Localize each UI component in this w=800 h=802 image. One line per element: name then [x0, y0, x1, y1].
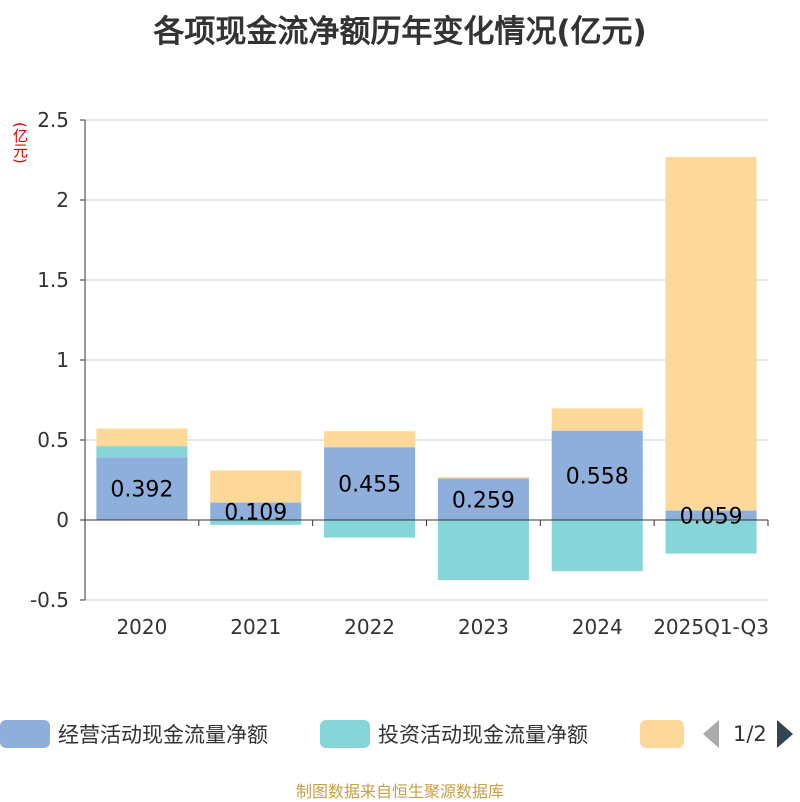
- y-axis-unit: (亿元): [11, 122, 29, 164]
- legend-swatch-third: [640, 720, 684, 748]
- y-tick-label: 2: [56, 188, 69, 212]
- data-label-2020: 0.392: [110, 478, 173, 503]
- data-label-2022: 0.455: [338, 473, 401, 498]
- y-tick-label: 1.5: [37, 268, 69, 292]
- bar-series2-2020: [96, 428, 188, 447]
- bar-series1-2022: [324, 520, 416, 538]
- y-tick-label: -0.5: [30, 588, 69, 612]
- y-tick-label: 0.5: [37, 428, 69, 452]
- legend-label-operating: 经营活动现金流量净额: [58, 723, 268, 747]
- legend-swatch-operating: [0, 720, 50, 748]
- legend-swatch-investing: [320, 720, 370, 748]
- legend-item-investing[interactable]: 投资活动现金流量净额: [320, 712, 588, 756]
- x-tick-label: 2020: [116, 615, 167, 639]
- bar-series1-2025Q1-Q3: [665, 520, 757, 554]
- legend: 经营活动现金流量净额 投资活动现金流量净额 1/2: [0, 712, 800, 756]
- bar-series0-2025Q1-Q3: [665, 510, 757, 520]
- chart-title: 各项现金流净额历年变化情况(亿元): [153, 14, 647, 50]
- x-tick-label: 2025Q1-Q3: [653, 615, 769, 639]
- bar-series1-2020: [96, 446, 188, 458]
- data-label-2025Q1-Q3: 0.059: [680, 504, 743, 529]
- bar-series1-2024: [551, 520, 643, 572]
- chart-plot: -0.5 0 0.5 1 1.5 2 2.5 2020 2021 2022 2023 2024 2025…: [30, 108, 769, 639]
- bar-series1-2023: [437, 520, 529, 580]
- legend-item-third[interactable]: [640, 712, 684, 756]
- data-label-2024: 0.558: [566, 464, 629, 489]
- bar-series0-2021: [210, 502, 302, 520]
- y-tick-label: 0: [56, 508, 69, 532]
- x-tick-label: 2024: [572, 615, 623, 639]
- bar-series0-2022: [324, 447, 416, 520]
- bar-series2-2025Q1-Q3: [665, 156, 757, 511]
- legend-item-operating[interactable]: 经营活动现金流量净额: [0, 712, 268, 756]
- bar-series0-2023: [437, 478, 529, 520]
- legend-prev-page-icon[interactable]: [703, 720, 719, 748]
- data-label-2021: 0.109: [224, 500, 287, 525]
- x-tick-label: 2021: [230, 615, 281, 639]
- bar-series2-2022: [324, 431, 416, 448]
- bar-series2-2023: [437, 476, 529, 479]
- bar-series0-2024: [551, 430, 643, 520]
- bar-series2-2021: [210, 470, 302, 503]
- y-tick-label: 2.5: [37, 108, 69, 132]
- legend-page-indicator: 1/2: [733, 722, 767, 746]
- source-note: 制图数据来自恒生聚源数据库: [295, 782, 504, 801]
- y-tick-label: 1: [56, 348, 69, 372]
- x-tick-label: 2022: [344, 615, 395, 639]
- bar-series0-2020: [96, 457, 188, 520]
- legend-pager: 1/2: [703, 712, 793, 756]
- bar-series1-2021: [210, 520, 302, 525]
- legend-label-investing: 投资活动现金流量净额: [378, 723, 588, 747]
- legend-next-page-icon[interactable]: [776, 720, 793, 748]
- bar-series2-2024: [551, 408, 643, 431]
- data-label-2023: 0.259: [452, 488, 515, 513]
- x-tick-label: 2023: [458, 615, 509, 639]
